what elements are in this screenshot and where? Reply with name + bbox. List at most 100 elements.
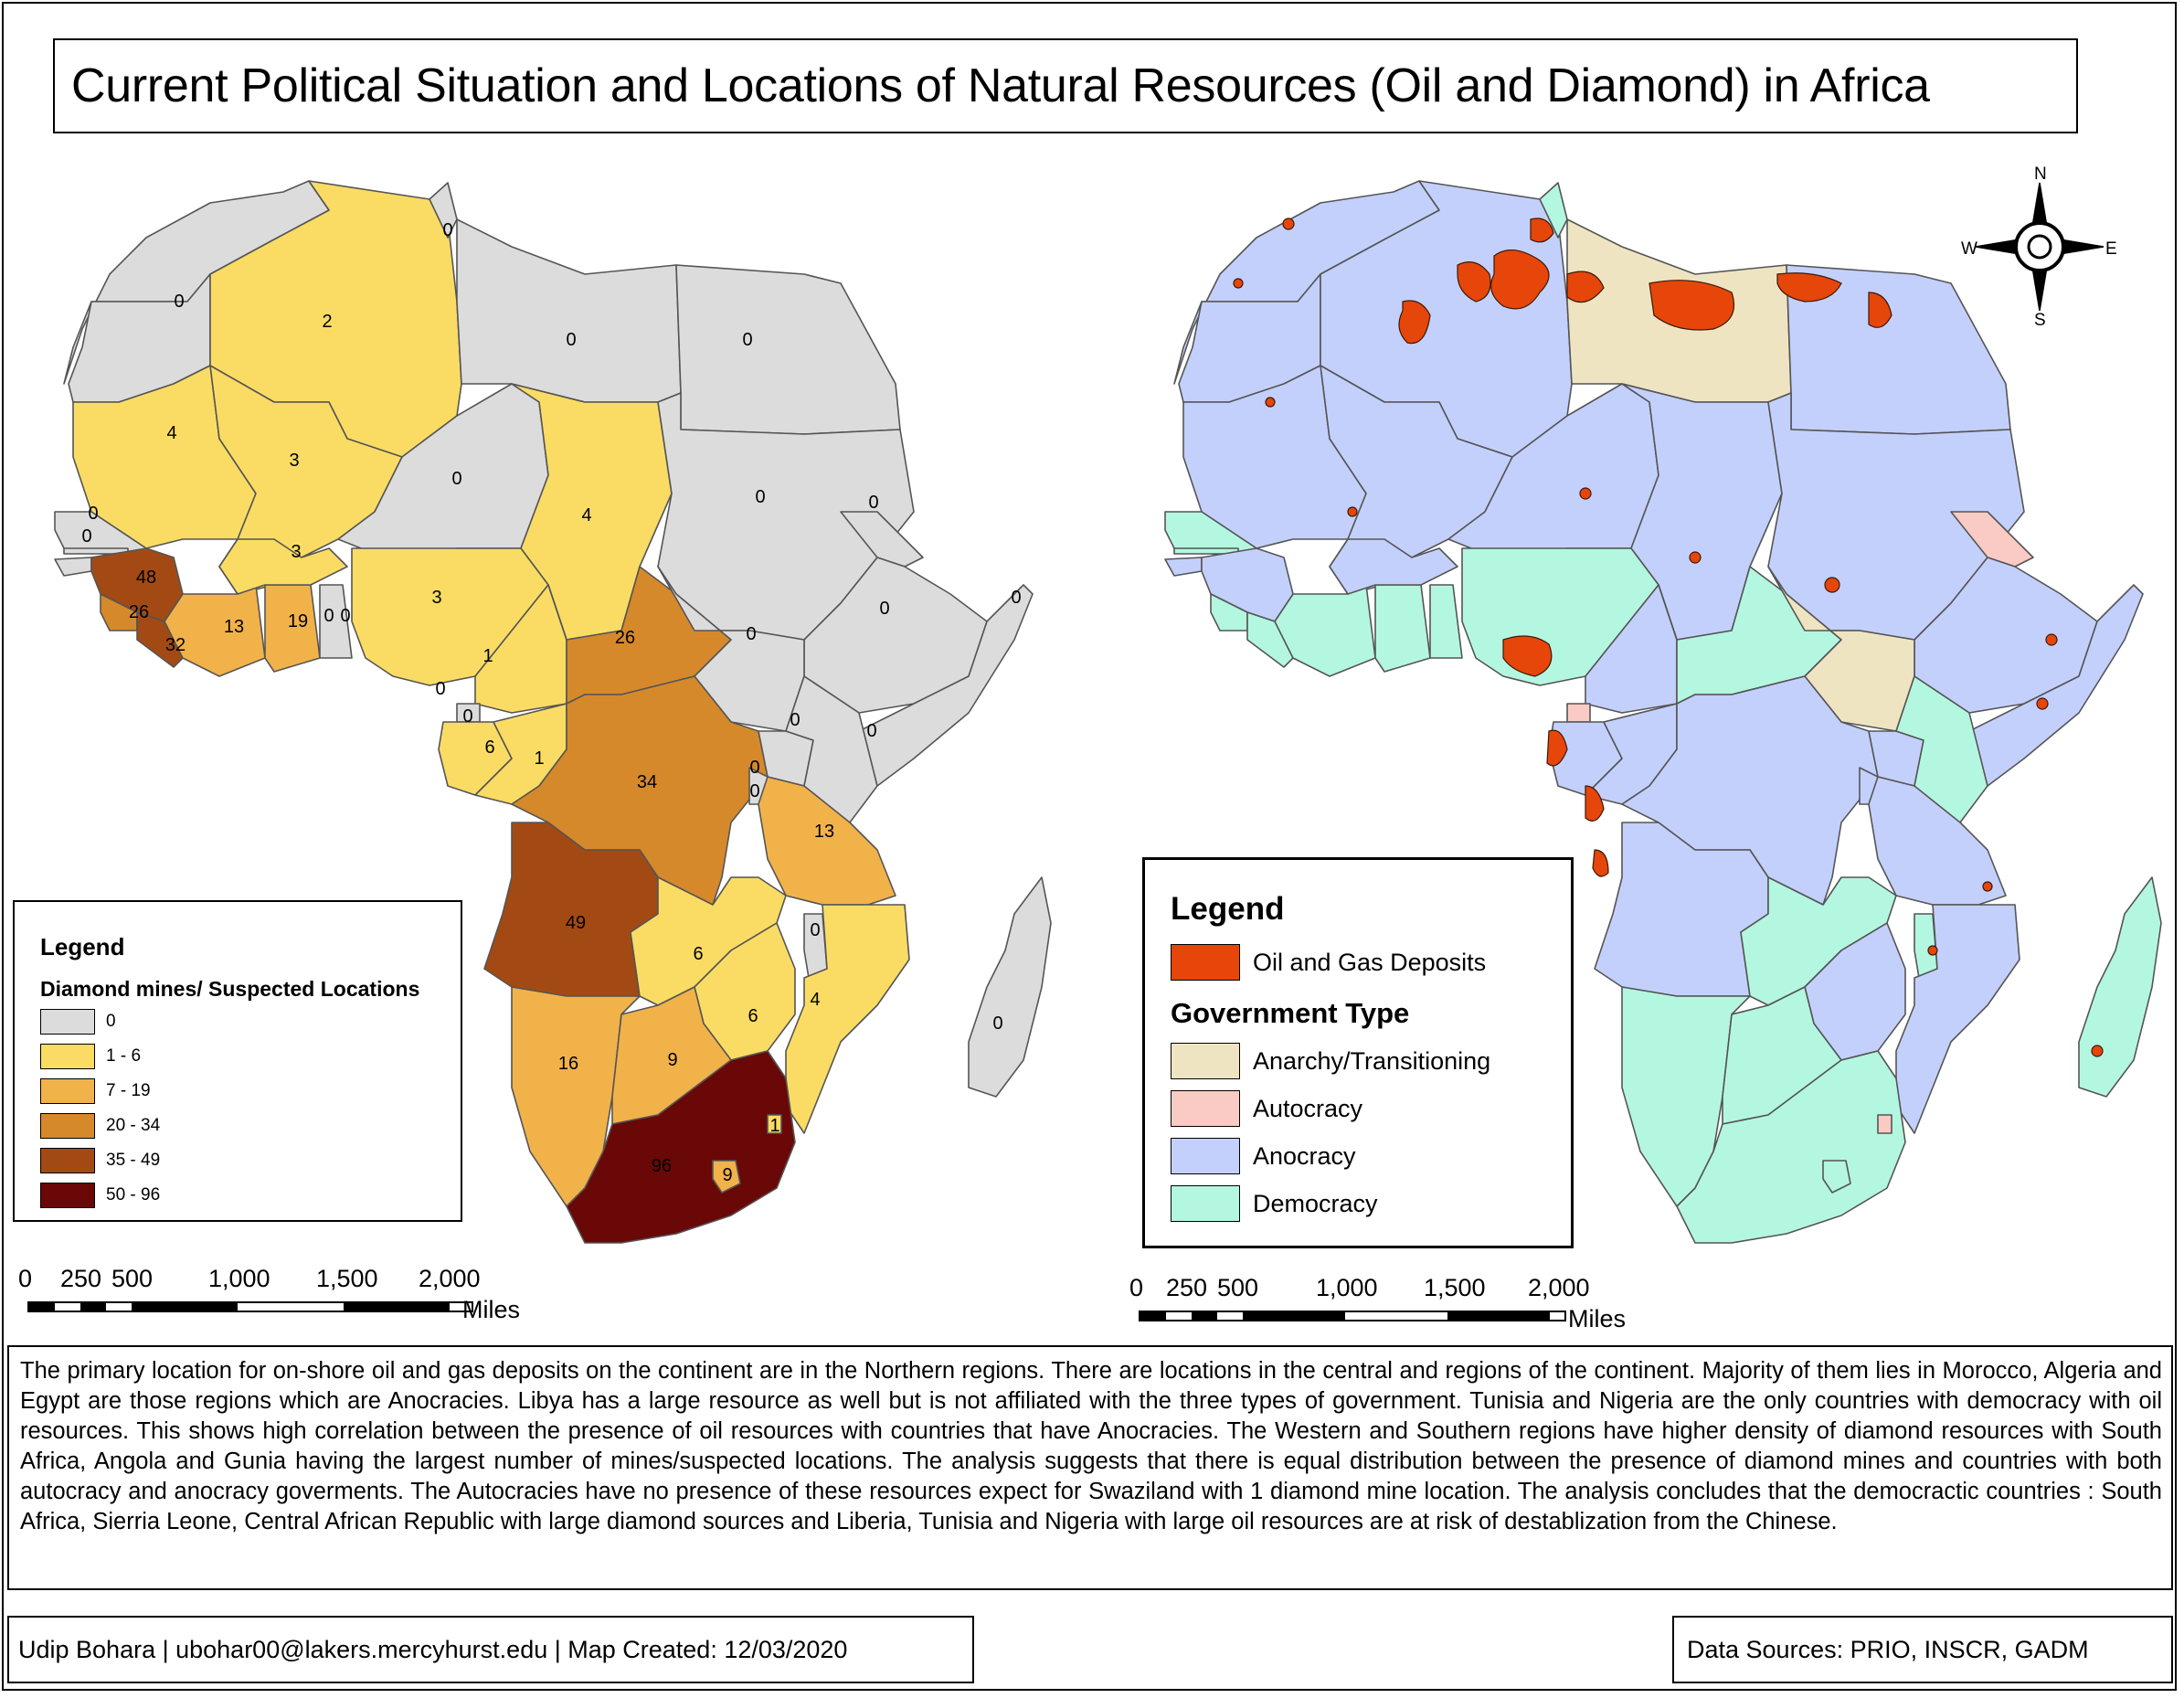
oil-deposits — [1233, 218, 2104, 1057]
sources-text: Data Sources: PRIO, INSCR, GADM — [1687, 1635, 2089, 1663]
oil-deposit-egypt-north — [1776, 272, 1842, 302]
country-lesotho — [712, 1160, 741, 1194]
value-label: 0 — [749, 781, 759, 801]
value-label: 3 — [291, 542, 301, 562]
legend-swatch — [40, 1009, 95, 1035]
country-sierra-leone — [1210, 593, 1248, 631]
credit-box: Udip Bohara | ubohar00@lakers.mercyhurst… — [7, 1616, 974, 1683]
legend-swatch — [40, 1113, 95, 1139]
country-south-africa — [1676, 1050, 1906, 1244]
country-burkina — [1329, 538, 1458, 595]
value-label: 0 — [462, 706, 472, 727]
value-label: 6 — [693, 944, 703, 964]
scale-units: Miles — [462, 1296, 521, 1323]
legend-swatch — [1171, 1043, 1240, 1079]
country-madagascar — [2078, 876, 2162, 1098]
oil-deposit-algeria-east — [1490, 249, 1550, 310]
value-label: 4 — [810, 990, 820, 1010]
oil-deposit-libya-east — [1649, 280, 1735, 331]
compass-s-label: S — [2034, 311, 2046, 330]
value-label: 6 — [747, 1006, 758, 1026]
value-label: 0 — [790, 710, 800, 730]
oil-deposit-mauritania — [1265, 397, 1276, 408]
scale-tick: 250 — [1166, 1274, 1208, 1301]
country-swaziland — [1877, 1114, 1892, 1134]
legend-item: Anocracy — [1171, 1138, 1356, 1174]
country-liberia — [136, 611, 184, 668]
value-label: 0 — [866, 721, 876, 741]
title-box: Current Political Situation and Location… — [53, 38, 2078, 133]
description-text: The primary location for on-shore oil an… — [20, 1358, 2162, 1534]
legend-label: Autocracy — [1253, 1094, 1363, 1122]
country-liberia — [1246, 611, 1294, 668]
diamond-map — [54, 180, 1052, 1244]
value-label: 0 — [88, 504, 98, 524]
scale-bar-graphic — [27, 1301, 473, 1312]
country-burkina — [218, 538, 348, 595]
value-label: 0 — [451, 469, 461, 489]
value-label: 48 — [136, 568, 156, 588]
value-label: 9 — [667, 1050, 677, 1070]
legend-label: 50 - 96 — [106, 1185, 161, 1205]
country-mozambique — [1895, 904, 2020, 1134]
scale-tick: 500 — [111, 1265, 154, 1292]
country-eq-guinea — [1566, 703, 1591, 723]
government-legend-title: Legend — [1171, 891, 1285, 927]
legend-item: 20 - 34 — [40, 1113, 160, 1139]
country-guinea-bissau — [54, 557, 92, 577]
scale-tick: 2,000 — [419, 1265, 481, 1292]
value-label: 0 — [746, 624, 756, 644]
scale-tick: 1,500 — [1424, 1274, 1486, 1301]
country-madagascar — [968, 876, 1052, 1098]
country-libya — [456, 218, 682, 403]
value-label: 0 — [174, 292, 184, 312]
value-label: 16 — [558, 1054, 578, 1074]
country-togo-benin — [319, 584, 353, 659]
legend-label: 35 - 49 — [106, 1151, 161, 1170]
description-box: The primary location for on-shore oil an… — [7, 1345, 2173, 1590]
legend-label: 7 - 19 — [106, 1081, 151, 1100]
legend-label: Democracy — [1253, 1189, 1378, 1217]
government-type-heading: Government Type — [1171, 997, 1410, 1029]
diamond-legend-subtitle: Diamond mines/ Suspected Locations — [40, 977, 420, 1001]
legend-swatch — [40, 1044, 95, 1069]
oil-deposit-libya-west — [1566, 271, 1605, 303]
value-label: 4 — [166, 423, 176, 443]
value-label: 0 — [340, 606, 350, 626]
oil-deposit-sudan — [1824, 577, 1840, 593]
legend-label: Anarchy/Transitioning — [1253, 1046, 1491, 1075]
oil-deposit-algeria-center — [1457, 261, 1491, 302]
legend-swatch-oil — [1171, 944, 1240, 981]
legend-item: 1 - 6 — [40, 1044, 141, 1069]
oil-deposit-madagascar — [2091, 1045, 2104, 1057]
scale-tick: 500 — [1217, 1274, 1259, 1301]
legend-item: 50 - 96 — [40, 1183, 160, 1208]
diamond-legend-title: Legend — [40, 933, 125, 960]
map-title: Current Political Situation and Location… — [71, 59, 1930, 112]
country-togo-benin — [1429, 584, 1463, 659]
value-label: 96 — [652, 1156, 672, 1176]
legend-item: Democracy — [1171, 1185, 1378, 1222]
legend-item: 35 - 49 — [40, 1148, 160, 1173]
oil-deposit-mali — [1347, 506, 1358, 517]
legend-label: Anocracy — [1253, 1141, 1356, 1170]
oil-deposit-somalia — [2036, 697, 2049, 710]
scale-tick: 1,500 — [316, 1265, 378, 1292]
value-label: 26 — [615, 628, 635, 648]
value-label: 0 — [992, 1013, 1002, 1034]
value-label: 0 — [1011, 588, 1021, 608]
scale-bar-left: 0 250 500 1,000 1,500 2,000 Miles — [18, 1265, 520, 1329]
value-label: 34 — [637, 772, 657, 792]
country-south-africa — [566, 1050, 796, 1244]
legend-item: Autocracy — [1171, 1090, 1362, 1127]
country-ghana — [1374, 584, 1431, 673]
legend-label: 20 - 34 — [106, 1116, 161, 1135]
value-label: 0 — [435, 679, 445, 699]
country-drc — [511, 675, 769, 906]
value-label: 13 — [224, 617, 244, 637]
scale-tick: 2,000 — [1528, 1274, 1590, 1301]
oil-deposit-egypt-sinai — [1868, 292, 1892, 328]
legend-swatch — [1171, 1138, 1240, 1174]
value-label: 3 — [431, 588, 441, 608]
